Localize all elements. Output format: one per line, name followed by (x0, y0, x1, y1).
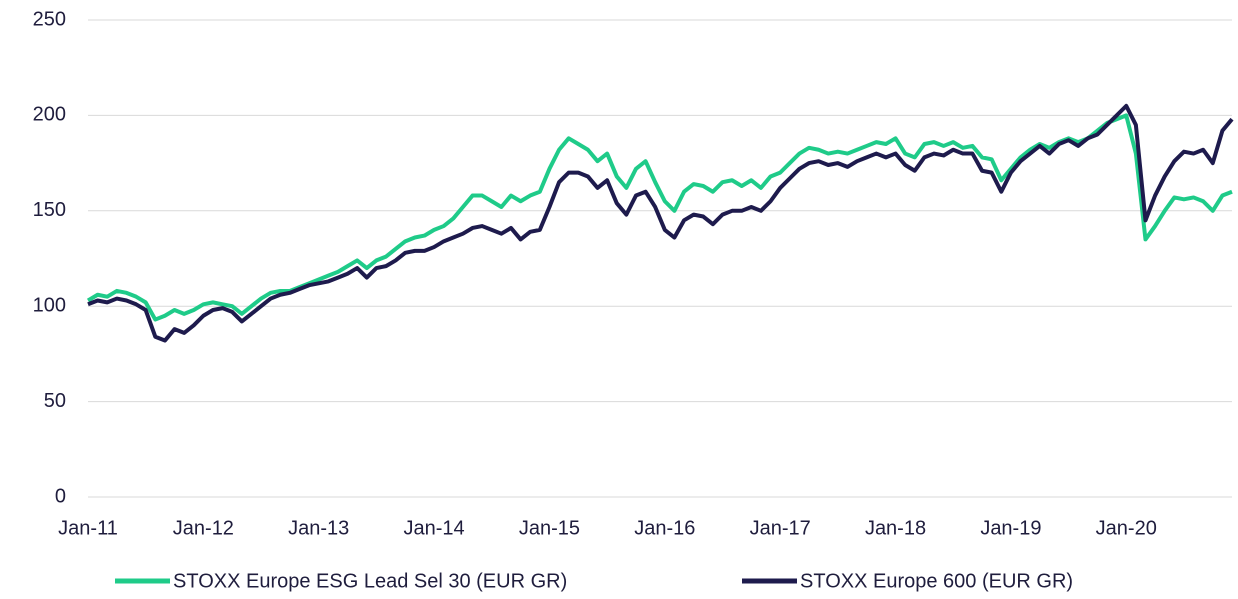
x-tick-label: Jan-14 (404, 517, 465, 539)
x-tick-label: Jan-11 (58, 517, 118, 539)
line-series (87, 103, 1234, 343)
y-tick-label: 200 (33, 104, 66, 126)
x-tick-label: Jan-18 (865, 517, 926, 539)
y-tick-label: 150 (33, 199, 66, 221)
y-tick-label: 100 (33, 294, 66, 316)
y-tick-label: 0 (55, 485, 66, 507)
legend-label: STOXX Europe 600 (EUR GR) (800, 570, 1073, 592)
x-tick-label: Jan-16 (634, 517, 695, 539)
x-tick-label: Jan-17 (750, 517, 811, 539)
x-tick-label: Jan-20 (1096, 517, 1157, 539)
legend-label: STOXX Europe ESG Lead Sel 30 (EUR GR) (173, 570, 567, 592)
x-tick-label: Jan-19 (980, 517, 1041, 539)
x-tick-label: Jan-12 (173, 517, 234, 539)
x-tick-label: Jan-13 (288, 517, 349, 539)
x-tick-label: Jan-15 (519, 517, 580, 539)
y-tick-label: 50 (44, 390, 66, 412)
y-tick-label: 250 (33, 8, 66, 30)
